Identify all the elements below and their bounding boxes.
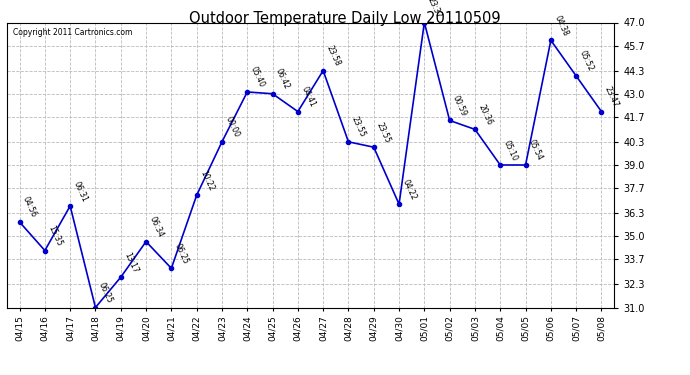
Text: 00:00: 00:00 [224,116,241,139]
Text: 04:56: 04:56 [21,195,39,219]
Text: 23:47: 23:47 [603,85,620,109]
Text: Outdoor Temperature Daily Low 20110509: Outdoor Temperature Daily Low 20110509 [189,11,501,26]
Text: 04:38: 04:38 [552,14,570,38]
Text: 23:58: 23:58 [324,44,342,68]
Text: 05:54: 05:54 [527,138,544,162]
Text: 06:25: 06:25 [172,242,190,266]
Text: 23:37: 23:37 [426,0,443,20]
Text: Copyright 2011 Cartronics.com: Copyright 2011 Cartronics.com [13,28,132,37]
Text: 13:17: 13:17 [122,251,139,274]
Text: 10:22: 10:22 [198,169,215,192]
Text: 05:40: 05:40 [248,66,266,89]
Text: 06:42: 06:42 [274,68,291,91]
Text: 23:55: 23:55 [350,116,367,139]
Text: 00:59: 00:59 [451,94,469,118]
Text: 05:10: 05:10 [502,139,519,162]
Text: 04:41: 04:41 [299,85,317,109]
Text: 06:31: 06:31 [72,180,89,203]
Text: 06:25: 06:25 [97,281,115,305]
Text: 15:35: 15:35 [46,224,63,248]
Text: 06:34: 06:34 [148,215,165,239]
Text: 04:22: 04:22 [400,178,417,201]
Text: 20:36: 20:36 [476,103,494,127]
Text: 23:55: 23:55 [375,121,393,144]
Text: 05:52: 05:52 [578,50,595,73]
